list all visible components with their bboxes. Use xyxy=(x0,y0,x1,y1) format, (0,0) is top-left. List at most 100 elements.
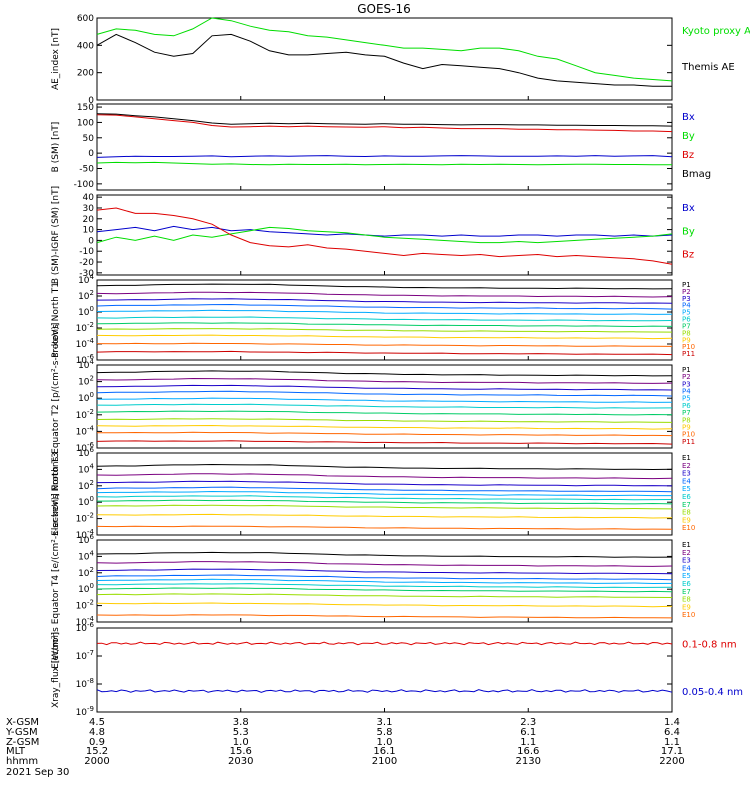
legend-P1: P1 xyxy=(682,366,691,374)
y-tick-label: 10-7 xyxy=(76,649,94,662)
y-tick-label: -30 xyxy=(79,269,94,279)
channel-P6 xyxy=(96,316,673,322)
footer-value: 3.1 xyxy=(377,717,393,728)
y-tick-label: 10-2 xyxy=(76,321,94,334)
channel-E2 xyxy=(96,473,673,480)
channel-P11 xyxy=(96,440,673,445)
footer-value: 6.4 xyxy=(664,727,680,738)
footer-label: X-GSM xyxy=(6,717,39,728)
footer-value: 1.0 xyxy=(377,737,393,748)
channel-E5 xyxy=(96,490,672,497)
channel-P11 xyxy=(96,350,673,356)
channel-E8 xyxy=(96,504,673,510)
legend-1: By xyxy=(682,226,695,237)
channel-E6 xyxy=(96,495,673,501)
legend-3: Bmag xyxy=(682,169,711,180)
y-tick-label: 100 xyxy=(78,391,94,404)
channel-E3 xyxy=(96,480,673,487)
series-kyoto-proxy-ae xyxy=(96,17,673,82)
footer-value: 2.3 xyxy=(520,717,536,728)
panel-xray: Xray_flux [W/m²] 10-6 10-7 10-8 10-9 0.1-0.8 … xyxy=(51,621,743,718)
legend-P8: P8 xyxy=(682,329,691,337)
footer-label: MLT xyxy=(6,746,26,757)
footer-date: 2021 Sep 30 xyxy=(6,767,69,778)
y-axis-label: Xray_flux [W/m²] xyxy=(51,632,61,708)
legend-0: Bx xyxy=(682,112,695,123)
series-bx xyxy=(96,155,673,158)
footer-value: 2200 xyxy=(659,756,684,767)
channel-E7 xyxy=(96,587,673,593)
footer-value: 0.9 xyxy=(89,737,105,748)
series-bz xyxy=(96,207,673,265)
y-tick-label: 20 xyxy=(83,215,95,225)
footer-value: 2130 xyxy=(516,756,541,767)
panel-pt1: Protons North T110410210010-210-410-6P1P… xyxy=(51,273,695,366)
legend-P5: P5 xyxy=(682,395,691,403)
y-tick-label: 0 xyxy=(88,236,94,246)
channel-P1 xyxy=(96,283,673,290)
y-tick-label: 106 xyxy=(78,446,94,459)
legend-P4: P4 xyxy=(682,302,691,310)
channel-P2 xyxy=(96,377,673,384)
y-tick-label: 102 xyxy=(78,566,94,579)
channel-E10 xyxy=(96,614,673,619)
y-axis-label: Protons North T1 xyxy=(51,282,61,358)
legend-E2: E2 xyxy=(682,549,691,557)
legend-E9: E9 xyxy=(682,603,691,611)
channel-E8 xyxy=(96,593,673,598)
y-tick-label: 10-2 xyxy=(76,599,94,612)
legend-E8: E8 xyxy=(682,509,691,517)
channel-P10 xyxy=(96,431,673,437)
footer-value: 15.2 xyxy=(86,746,108,757)
legend-P9: P9 xyxy=(682,423,691,431)
legend-1: 0.05-0.4 nm xyxy=(682,687,743,698)
y-tick-label: 10-4 xyxy=(76,424,95,437)
series-bmag xyxy=(96,113,673,127)
panel-frame xyxy=(96,17,673,101)
channel-E2 xyxy=(96,561,673,567)
y-axis-label: B (SM)-IGRF (SM) [nT] xyxy=(51,186,61,284)
footer-value: 4.8 xyxy=(89,727,105,738)
legend-E1: E1 xyxy=(682,454,691,462)
legend-P10: P10 xyxy=(682,431,695,439)
footer-value: 2030 xyxy=(228,756,253,767)
channel-E9 xyxy=(96,602,673,608)
series-bx xyxy=(96,225,673,237)
y-tick-label: 10 xyxy=(83,226,95,236)
y-tick-label: 10-4 xyxy=(76,615,95,628)
y-tick-label: 10-6 xyxy=(76,621,95,634)
channel-P10 xyxy=(96,342,673,347)
legend-P4: P4 xyxy=(682,388,691,396)
legend-P10: P10 xyxy=(682,343,695,351)
series-by xyxy=(96,161,672,166)
y-tick-label: -100 xyxy=(74,180,95,190)
y-tick-label: 100 xyxy=(78,495,94,508)
legend-0: Bx xyxy=(682,203,695,214)
channel-E5 xyxy=(96,578,673,585)
y-tick-label: 10-4 xyxy=(76,528,95,541)
y-tick-label: -20 xyxy=(79,258,94,268)
legend-P2: P2 xyxy=(682,373,691,381)
series-bz xyxy=(96,114,673,133)
y-tick-label: 104 xyxy=(78,358,94,371)
y-tick-label: 104 xyxy=(78,273,94,286)
channel-P2 xyxy=(96,291,673,298)
series-themis-ae xyxy=(96,33,672,87)
channel-P7 xyxy=(96,410,673,416)
legend-P11: P11 xyxy=(682,438,695,446)
y-tick-label: 10-6 xyxy=(76,441,95,454)
y-tick-label: 400 xyxy=(77,41,94,51)
legend-P3: P3 xyxy=(682,380,691,388)
channel-P5 xyxy=(96,309,673,315)
panel-et4: Electrons Equator T4 [e/(cm²-s-sr-keV)] 1… xyxy=(51,493,695,669)
legend-P2: P2 xyxy=(682,288,691,296)
legend-E6: E6 xyxy=(682,493,691,501)
channel-P1 xyxy=(96,370,673,377)
footer-value: 1.0 xyxy=(233,737,249,748)
footer-value: 5.8 xyxy=(377,727,393,738)
y-tick-label: 102 xyxy=(78,289,94,302)
channel-E9 xyxy=(96,513,673,519)
